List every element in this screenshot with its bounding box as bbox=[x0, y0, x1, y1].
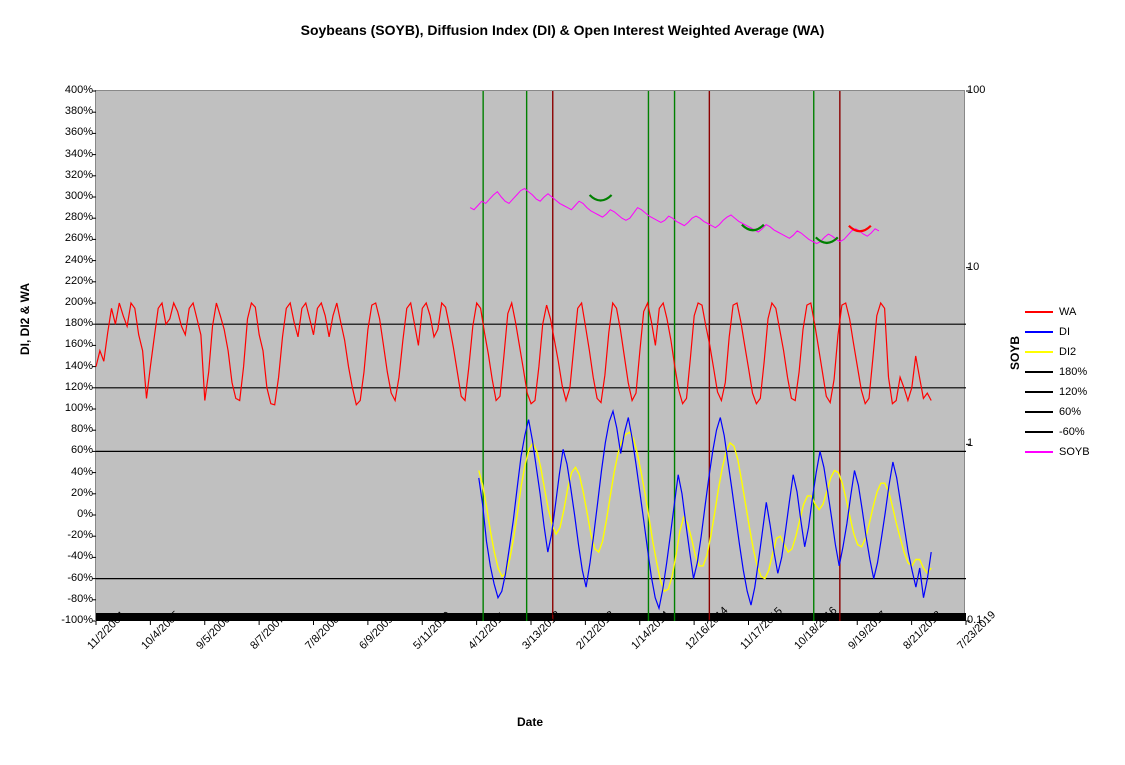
legend-label: -60% bbox=[1059, 426, 1085, 438]
legend-item: WA bbox=[1025, 302, 1090, 322]
plot-area bbox=[95, 90, 965, 620]
y-tick-left: 220% bbox=[65, 275, 93, 287]
y-tick-left: 120% bbox=[65, 381, 93, 393]
y-tick-left: 160% bbox=[65, 338, 93, 350]
y-tick-left: 280% bbox=[65, 211, 93, 223]
y-tick-left: 100% bbox=[65, 402, 93, 414]
legend-label: DI bbox=[1059, 326, 1070, 338]
legend-label: 60% bbox=[1059, 406, 1081, 418]
y-axis-right-label: SOYB bbox=[1008, 336, 1022, 370]
legend-item: 120% bbox=[1025, 382, 1090, 402]
x-axis: 11/2/200410/4/20059/5/20068/7/20077/8/20… bbox=[95, 620, 965, 700]
y-axis-left: -100%-80%-60%-40%-20%0%20%40%60%80%100%1… bbox=[50, 90, 95, 620]
y-tick-left: -20% bbox=[67, 529, 93, 541]
y-tick-left: -40% bbox=[67, 550, 93, 562]
y-axis-left-label: DI, DI2 & WA bbox=[18, 283, 32, 355]
x-tick: 6/9/2009 bbox=[357, 613, 396, 652]
legend-swatch bbox=[1025, 391, 1053, 393]
legend-swatch bbox=[1025, 351, 1053, 353]
legend-label: 180% bbox=[1059, 366, 1087, 378]
legend-label: DI2 bbox=[1059, 346, 1076, 358]
arc-marker bbox=[590, 195, 612, 201]
x-axis-label: Date bbox=[95, 715, 965, 729]
legend-swatch bbox=[1025, 311, 1053, 313]
series-WA bbox=[96, 303, 931, 405]
y-tick-left: 200% bbox=[65, 296, 93, 308]
x-tick: 7/8/2008 bbox=[303, 613, 342, 652]
legend-item: DI bbox=[1025, 322, 1090, 342]
legend-item: SOYB bbox=[1025, 442, 1090, 462]
legend-item: 180% bbox=[1025, 362, 1090, 382]
legend: WA DI DI2 180% 120% 60% -60% SOYB bbox=[1025, 302, 1090, 462]
y-tick-left: 400% bbox=[65, 84, 93, 96]
y-tick-right: 100 bbox=[967, 84, 985, 96]
legend-swatch bbox=[1025, 371, 1053, 373]
chart-plot bbox=[95, 90, 965, 620]
legend-label: WA bbox=[1059, 306, 1076, 318]
y-tick-left: 260% bbox=[65, 232, 93, 244]
legend-label: 120% bbox=[1059, 386, 1087, 398]
y-tick-left: 380% bbox=[65, 105, 93, 117]
legend-item: DI2 bbox=[1025, 342, 1090, 362]
legend-swatch bbox=[1025, 431, 1053, 433]
y-tick-left: 360% bbox=[65, 126, 93, 138]
series-DI2 bbox=[479, 432, 931, 591]
chart-svg bbox=[96, 91, 966, 621]
y-tick-right: 10 bbox=[967, 261, 979, 273]
y-tick-left: 0% bbox=[77, 508, 93, 520]
y-tick-left: 300% bbox=[65, 190, 93, 202]
y-tick-right: 1 bbox=[967, 437, 973, 449]
y-tick-left: 40% bbox=[71, 466, 93, 478]
legend-label: SOYB bbox=[1059, 446, 1090, 458]
y-tick-left: 180% bbox=[65, 317, 93, 329]
legend-swatch bbox=[1025, 411, 1053, 413]
legend-item: -60% bbox=[1025, 422, 1090, 442]
y-tick-left: 320% bbox=[65, 169, 93, 181]
chart-title: Soybeans (SOYB), Diffusion Index (DI) & … bbox=[0, 0, 1125, 38]
y-tick-left: 60% bbox=[71, 444, 93, 456]
y-tick-left: 20% bbox=[71, 487, 93, 499]
y-tick-left: 80% bbox=[71, 423, 93, 435]
y-tick-left: -60% bbox=[67, 572, 93, 584]
y-tick-left: 240% bbox=[65, 254, 93, 266]
x-tick: 9/5/2006 bbox=[194, 613, 233, 652]
legend-swatch bbox=[1025, 331, 1053, 333]
y-tick-left: -100% bbox=[61, 614, 93, 626]
y-tick-left: 140% bbox=[65, 360, 93, 372]
legend-swatch bbox=[1025, 451, 1053, 453]
arc-marker bbox=[742, 225, 764, 231]
y-tick-left: 340% bbox=[65, 148, 93, 160]
y-axis-right: 0.1110100 bbox=[965, 90, 1005, 620]
x-tick: 8/7/2007 bbox=[248, 613, 287, 652]
y-tick-left: -80% bbox=[67, 593, 93, 605]
legend-item: 60% bbox=[1025, 402, 1090, 422]
